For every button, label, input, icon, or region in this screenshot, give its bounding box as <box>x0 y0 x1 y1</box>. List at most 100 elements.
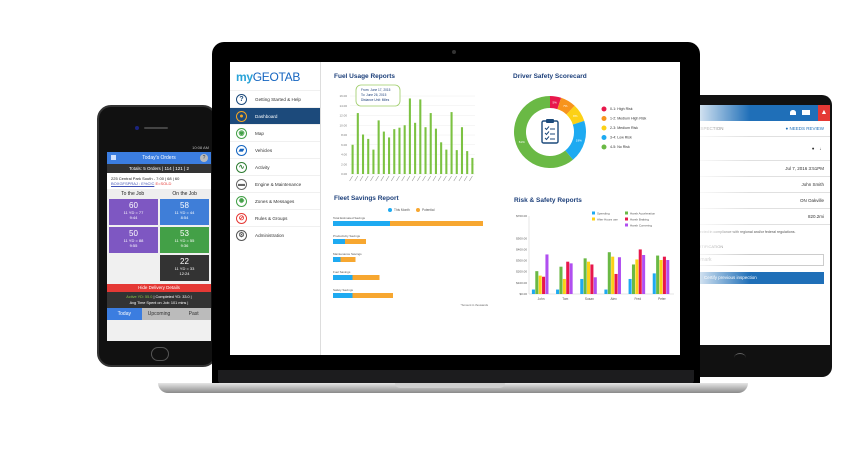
order-tiles: 60 11 YD = 77 9:44 58 11 YD = 44 8:54 50 11 YD … <box>107 199 211 281</box>
zones-icon: ✹ <box>236 195 247 207</box>
sidebar-item-label: Map <box>255 130 264 136</box>
sidebar-item-label: Administration <box>255 232 285 238</box>
risk-safety-chart[interactable]: $0.00 $100.00 $200.00 $300.00 $400.00 $500.00… <box>507 206 677 306</box>
sidebar-item[interactable]: ▰ Vehicles <box>230 141 320 158</box>
tile-yards: 60 <box>129 201 138 210</box>
svg-text:Distance Unit: Miles: Distance Unit: Miles <box>361 98 390 102</box>
order-tile[interactable]: 53 11 YD = 55 9:36 <box>160 227 209 253</box>
laptop-base <box>158 383 748 393</box>
date-row: Jul 7, 2016 3:51PM <box>690 161 830 177</box>
svg-text:14.00: 14.00 <box>339 104 347 108</box>
svg-text:4.00: 4.00 <box>341 153 347 157</box>
laptop-notch <box>395 383 505 388</box>
svg-text:19%: 19% <box>576 138 582 142</box>
svg-text:$200.00: $200.00 <box>516 270 527 274</box>
laptop-camera <box>452 50 456 54</box>
svg-text:Harsh Cornering: Harsh Cornering <box>630 223 652 227</box>
svg-text:2.00: 2.00 <box>341 162 347 166</box>
order-address: 225 Central Park South - 7:00 | 68 | 60 … <box>107 173 211 189</box>
tile-time: 9:44 <box>129 215 138 220</box>
driver-safety-chart[interactable]: 5% 7% 8% 19% 61% 0-1: High Risk 1-2: Medium Hi… <box>512 86 680 186</box>
user-icon[interactable] <box>790 110 796 115</box>
svg-text:$500.00: $500.00 <box>516 236 527 240</box>
risk-title: Risk & Safety Reports <box>514 197 582 204</box>
sidebar-item[interactable]: ⚙ Administration <box>230 226 320 243</box>
sidebar-item-label: Activity <box>255 164 270 170</box>
mygeotab-logo[interactable]: myGEOTAB <box>230 62 320 90</box>
svg-text:Total Estimated Savings: Total Estimated Savings <box>333 216 366 220</box>
fuel-title: Fuel Usage Reports <box>334 73 396 80</box>
sidebar-item-label: Vehicles <box>255 147 273 153</box>
col-to-job: To the Job <box>121 191 145 197</box>
svg-text:8.00: 8.00 <box>341 133 347 137</box>
sidebar-item[interactable]: ▬ Engine & Maintenance <box>230 175 320 192</box>
svg-text:16.00: 16.00 <box>339 94 347 98</box>
stats-avg: Avg Time Spent on Job: 101 mins | <box>129 301 189 305</box>
svg-text:Speeding: Speeding <box>597 211 610 215</box>
sidebar-item-label: Zones & Messages <box>255 198 295 204</box>
hide-details-button[interactable]: Hide Delivery Details <box>107 284 211 292</box>
svg-text:8%: 8% <box>573 114 578 118</box>
svg-text:After Hours use: After Hours use <box>597 217 618 221</box>
svg-text:Susan: Susan <box>585 297 594 301</box>
mail-icon[interactable] <box>802 110 810 115</box>
tile-line: 11 YD = 77 <box>123 210 144 215</box>
address-text: 225 Central Park South - 7:00 | 68 | 60 <box>111 176 180 181</box>
tab-today[interactable]: Today <box>107 308 142 320</box>
location-row: ON Oakville <box>690 193 830 209</box>
sidebar-item[interactable]: ⊘ Rules & Groups <box>230 209 320 226</box>
tile-yards: 58 <box>180 201 189 210</box>
svg-text:4-5: No Risk: 4-5: No Risk <box>610 145 630 149</box>
totals-bar: Totals: 5 Orders | 114 | 121 | 2 <box>107 164 211 173</box>
barcode-link[interactable]: BOXGFSPRAJ : E%C!C <box>111 181 155 186</box>
svg-text:Maintenance Savings: Maintenance Savings <box>333 252 362 256</box>
home-button[interactable] <box>151 347 169 361</box>
rules-icon: ⊘ <box>236 212 247 224</box>
tab-past[interactable]: Past <box>176 308 211 320</box>
order-tile[interactable]: 50 11 YD = 88 9:55 <box>109 227 158 253</box>
home-button[interactable] <box>734 353 746 363</box>
tab-upcoming[interactable]: Upcoming <box>141 308 177 320</box>
status-text: NEEDS REVIEW <box>789 126 824 131</box>
camera <box>135 126 139 130</box>
menu-icon[interactable] <box>111 155 116 160</box>
svg-text:Alex: Alex <box>610 297 617 301</box>
odometer-row: 820.2mi <box>690 209 830 225</box>
phone-tabs: Today Upcoming Past <box>107 308 211 320</box>
screen-shadow <box>690 105 750 345</box>
logo-my: my <box>236 70 253 84</box>
order-tile[interactable]: 22 11 YD = 33 12:24 <box>160 255 209 281</box>
map-icon: ◉ <box>236 127 247 139</box>
svg-text:Tom: Tom <box>562 297 568 301</box>
tile-line: 11 YD = 44 <box>174 210 195 215</box>
help-icon[interactable]: ? <box>200 154 208 162</box>
activity-icon: ∿ <box>236 161 247 173</box>
order-tile[interactable]: 60 11 YD = 77 9:44 <box>109 199 158 225</box>
svg-text:0-1: High Risk: 0-1: High Risk <box>610 107 633 111</box>
sidebar-item[interactable]: ● Dashboard <box>230 107 320 124</box>
tile-time: 9:36 <box>180 243 189 248</box>
app-header: Today's Orders ? <box>107 152 211 164</box>
svg-text:*Amount in thousands: *Amount in thousands <box>461 303 489 307</box>
sidebar-item[interactable]: ∿ Activity <box>230 158 320 175</box>
sidebar-item[interactable]: ? Getting Started & Help <box>230 90 320 107</box>
sidebar-item[interactable]: ✹ Zones & Messages <box>230 192 320 209</box>
col-on-job: On the Job <box>172 191 197 197</box>
svg-text:5%: 5% <box>553 100 558 104</box>
alert-icon[interactable]: ▲ <box>818 105 830 121</box>
sidebar-item[interactable]: ◉ Map <box>230 124 320 141</box>
tile-line: 11 YD = 88 <box>123 238 144 243</box>
svg-text:12.00: 12.00 <box>339 114 347 118</box>
sidebar-nav: ? Getting Started & Help ● Dashboard ◉ Map ▰ Ve… <box>230 90 320 243</box>
order-tile[interactable]: 58 11 YD = 44 8:54 <box>160 199 209 225</box>
fleet-savings-chart[interactable]: This Month Potential Total Estimated Savin… <box>330 204 490 314</box>
gear-icon: ⚙ <box>236 229 247 241</box>
column-headers: To the Job On the Job <box>107 189 211 199</box>
svg-text:3-4: Low Risk: 3-4: Low Risk <box>610 136 632 140</box>
tile-time: 9:55 <box>129 243 138 248</box>
tile-time: 12:24 <box>179 271 190 276</box>
svg-text:$700.00: $700.00 <box>516 214 527 218</box>
status-badge: ● NEEDS REVIEW <box>785 126 824 131</box>
fuel-usage-chart[interactable]: 0.00 2.00 4.00 6.00 8.00 10.00 12.00 14.00 16.00… <box>330 82 480 192</box>
tile-yards: 50 <box>129 229 138 238</box>
